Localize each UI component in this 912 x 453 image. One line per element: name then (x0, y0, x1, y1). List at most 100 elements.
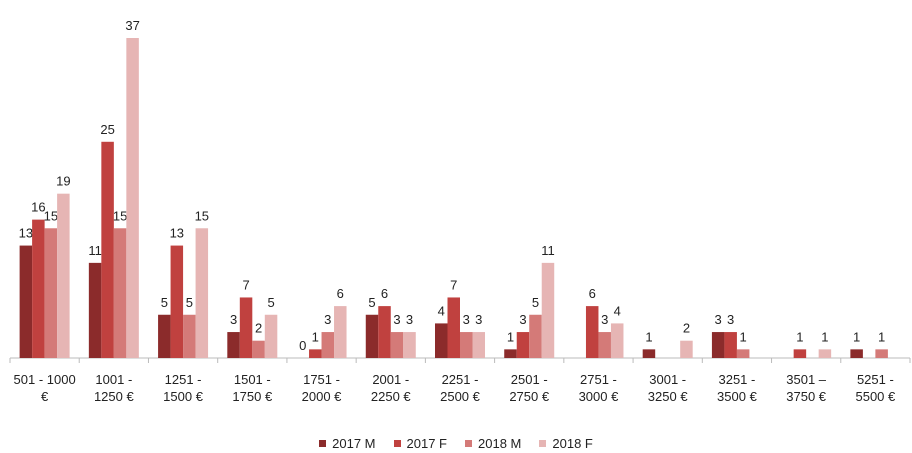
data-label: 0 (299, 338, 306, 353)
data-label: 3 (475, 312, 482, 327)
data-label: 1 (507, 329, 514, 344)
legend-swatch (539, 440, 547, 447)
legend-swatch (393, 440, 401, 447)
data-label: 3 (601, 312, 608, 327)
bar (195, 228, 209, 358)
bar (460, 332, 473, 358)
data-label: 5 (368, 295, 375, 310)
x-tick-label: 1751 - 2000 € (301, 372, 342, 404)
data-label: 1 (821, 329, 828, 344)
bar (44, 228, 58, 358)
bar (793, 349, 807, 358)
x-tick-label: 1001 - 1250 € (93, 372, 134, 404)
bar (239, 297, 253, 358)
data-label: 25 (100, 122, 114, 137)
bar (264, 314, 278, 358)
bar (529, 314, 542, 358)
legend-label: 2017 F (406, 436, 447, 451)
data-label: 2 (255, 321, 262, 336)
data-label: 1 (645, 329, 652, 344)
legend-label: 2017 M (332, 436, 376, 451)
data-label: 3 (406, 312, 413, 327)
bar (504, 349, 517, 358)
legend-item: 2017 F (393, 436, 447, 451)
bar (32, 219, 45, 358)
data-label: 19 (56, 174, 70, 189)
bar (378, 306, 391, 358)
bar (252, 340, 265, 358)
data-label: 15 (195, 208, 209, 223)
data-label: 3 (519, 312, 526, 327)
bar (365, 314, 379, 358)
bar (321, 332, 335, 358)
data-label: 3 (230, 312, 237, 327)
data-label: 5 (186, 295, 193, 310)
data-label: 3 (727, 312, 734, 327)
bar (585, 306, 599, 358)
bar (516, 332, 530, 358)
x-tick-label: 3501 – 3750 € (786, 372, 827, 404)
legend-item: 2017 M (319, 436, 376, 451)
legend-swatch (465, 440, 472, 447)
x-tick-label: 3251 - 3500 € (717, 372, 757, 404)
bar (170, 245, 184, 358)
data-label: 13 (19, 226, 33, 241)
data-label: 6 (337, 286, 344, 301)
legend-label: 2018 M (478, 436, 522, 451)
data-label: 3 (463, 312, 470, 327)
x-tick-label: 2251 - 2500 € (440, 372, 480, 404)
data-label: 4 (614, 303, 621, 318)
x-tick-label: 501 - 1000 € (13, 372, 76, 404)
bar (541, 262, 555, 358)
data-label: 5 (161, 295, 168, 310)
legend-swatch (319, 440, 327, 447)
data-label: 13 (170, 226, 184, 241)
bar (334, 306, 347, 358)
x-tick-label: 3001 - 3250 € (647, 372, 688, 404)
data-label: 15 (113, 208, 127, 223)
data-label: 5 (532, 295, 539, 310)
x-tick-label: 1501 - 1750 € (232, 372, 273, 404)
bar (724, 332, 737, 358)
bar (227, 332, 240, 358)
bar (736, 349, 750, 358)
legend-item: 2018 F (539, 436, 593, 451)
bar (88, 262, 102, 358)
bar (183, 314, 196, 358)
data-label: 3 (715, 312, 722, 327)
bar (126, 38, 139, 358)
bar (850, 349, 863, 358)
bar (158, 314, 171, 358)
data-label: 4 (438, 303, 445, 318)
data-label: 6 (589, 286, 596, 301)
data-label: 1 (740, 329, 747, 344)
bar (711, 332, 725, 358)
bar (680, 340, 693, 358)
data-label: 11 (541, 243, 555, 258)
x-tick-label: 2501 - 2750 € (509, 372, 550, 404)
data-label: 7 (450, 277, 457, 292)
bar (101, 141, 114, 358)
data-label: 15 (44, 208, 58, 223)
bar (818, 349, 832, 358)
data-label: 37 (125, 18, 139, 33)
x-tick-label: 2751 - 3000 € (578, 372, 619, 404)
bar (642, 349, 656, 358)
data-label: 2 (683, 321, 690, 336)
data-label: 16 (31, 200, 45, 215)
bar (403, 332, 416, 358)
bar (472, 332, 485, 358)
data-label: 1 (853, 329, 860, 344)
bar (875, 349, 888, 358)
data-label: 7 (242, 277, 249, 292)
legend: 2017 M 2017 F 2018 M 2018 F (0, 436, 912, 451)
legend-item: 2018 M (465, 436, 521, 451)
bar (598, 332, 611, 358)
data-label: 5 (267, 295, 274, 310)
data-label: 3 (324, 312, 331, 327)
data-label: 1 (796, 329, 803, 344)
bar (390, 332, 404, 358)
bar (57, 193, 70, 358)
